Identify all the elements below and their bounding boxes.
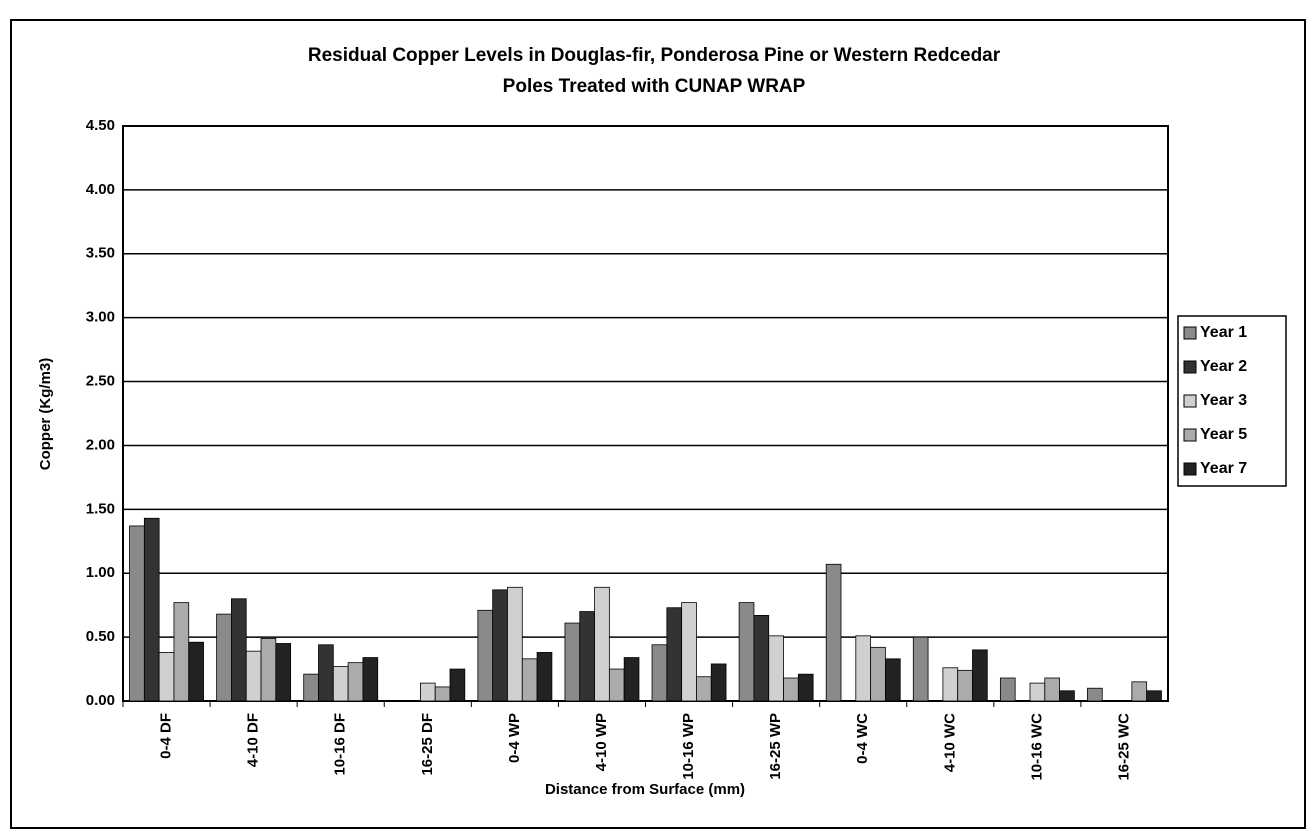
bar — [129, 525, 145, 702]
plot-area — [122, 125, 1169, 702]
legend-label: Year 1 — [1200, 324, 1247, 341]
x-tick-label: 4-10 WP — [593, 713, 610, 771]
y-tick-label: 4.00 — [86, 181, 115, 198]
bar — [942, 667, 959, 702]
legend-label: Year 7 — [1200, 460, 1247, 477]
bar — [768, 635, 784, 702]
legend-swatch — [1183, 394, 1197, 408]
bar — [158, 652, 175, 702]
bar — [434, 686, 451, 702]
x-tick-label: 16-25 WP — [767, 713, 784, 780]
bar — [303, 673, 319, 702]
bar — [870, 646, 886, 702]
bar — [623, 657, 640, 702]
y-tick-label: 2.00 — [86, 436, 115, 453]
bar — [564, 622, 581, 702]
bar — [579, 611, 595, 702]
y-tick-label: 1.00 — [86, 564, 115, 581]
y-axis-label: Copper (Kg/m3) — [37, 358, 54, 471]
bar — [318, 644, 334, 702]
bar — [173, 602, 190, 702]
x-tick-label: 0-4 WP — [506, 713, 523, 763]
x-tick-label: 10-16 WP — [680, 713, 697, 780]
chart-title: Poles Treated with CUNAP WRAP — [503, 76, 806, 97]
bar — [449, 668, 466, 702]
legend-swatch — [1183, 326, 1197, 340]
x-axis-label: Distance from Surface (mm) — [545, 781, 745, 798]
bar — [797, 673, 814, 702]
bar — [1146, 690, 1162, 702]
bar — [275, 643, 292, 702]
bar — [738, 602, 755, 702]
bar — [825, 563, 842, 702]
bar — [419, 682, 436, 702]
bar — [362, 657, 379, 702]
x-tick-label: 10-16 DF — [332, 713, 349, 776]
bar — [216, 613, 232, 702]
legend-label: Year 5 — [1200, 426, 1247, 443]
bar — [260, 637, 277, 702]
bar — [536, 652, 553, 702]
y-tick-label: 3.50 — [86, 245, 115, 262]
x-tick-label: 16-25 WC — [1115, 713, 1132, 781]
x-tick-label: 0-4 WC — [854, 713, 871, 764]
bar — [231, 598, 247, 702]
bar — [999, 677, 1016, 702]
bar — [753, 614, 770, 702]
y-tick-label: 0.50 — [86, 628, 115, 645]
x-tick-label: 4-10 WC — [941, 713, 958, 772]
y-tick-label: 0.00 — [86, 692, 115, 709]
bar — [710, 663, 727, 702]
chart-title: Residual Copper Levels in Douglas-fir, P… — [308, 45, 1001, 66]
legend-swatch — [1183, 360, 1197, 374]
bar — [783, 677, 799, 702]
bar — [521, 658, 538, 702]
x-tick-label: 4-10 DF — [245, 713, 262, 767]
bar — [885, 658, 901, 702]
legend-label: Year 2 — [1200, 358, 1247, 375]
bar — [347, 662, 364, 702]
bar — [681, 602, 697, 702]
bar — [912, 636, 929, 702]
bar — [143, 517, 160, 702]
bar — [507, 586, 523, 702]
bar — [972, 649, 988, 702]
bar — [1029, 682, 1046, 702]
bar — [1059, 690, 1075, 702]
x-tick-label: 0-4 DF — [158, 713, 175, 759]
bar — [957, 669, 973, 702]
y-tick-label: 2.50 — [86, 373, 115, 390]
bar — [855, 635, 872, 702]
y-tick-label: 1.50 — [86, 500, 115, 517]
bar — [594, 586, 610, 702]
bar — [1044, 677, 1060, 702]
bar — [1131, 681, 1148, 702]
x-tick-label: 10-16 WC — [1028, 713, 1045, 781]
y-tick-label: 3.00 — [86, 309, 115, 326]
bar — [188, 641, 204, 702]
bar — [608, 668, 625, 702]
bar — [477, 609, 494, 702]
bar — [696, 676, 712, 702]
bar — [1087, 687, 1103, 702]
legend-swatch — [1183, 462, 1197, 476]
bar — [666, 607, 683, 702]
chart-frame — [10, 19, 1306, 829]
bar — [492, 589, 508, 702]
bar — [651, 644, 668, 702]
legend-swatch — [1183, 428, 1197, 442]
bar — [245, 650, 262, 702]
x-tick-label: 16-25 DF — [419, 713, 436, 776]
legend-label: Year 3 — [1200, 392, 1247, 409]
bar — [332, 666, 349, 702]
y-tick-label: 4.50 — [86, 117, 115, 134]
